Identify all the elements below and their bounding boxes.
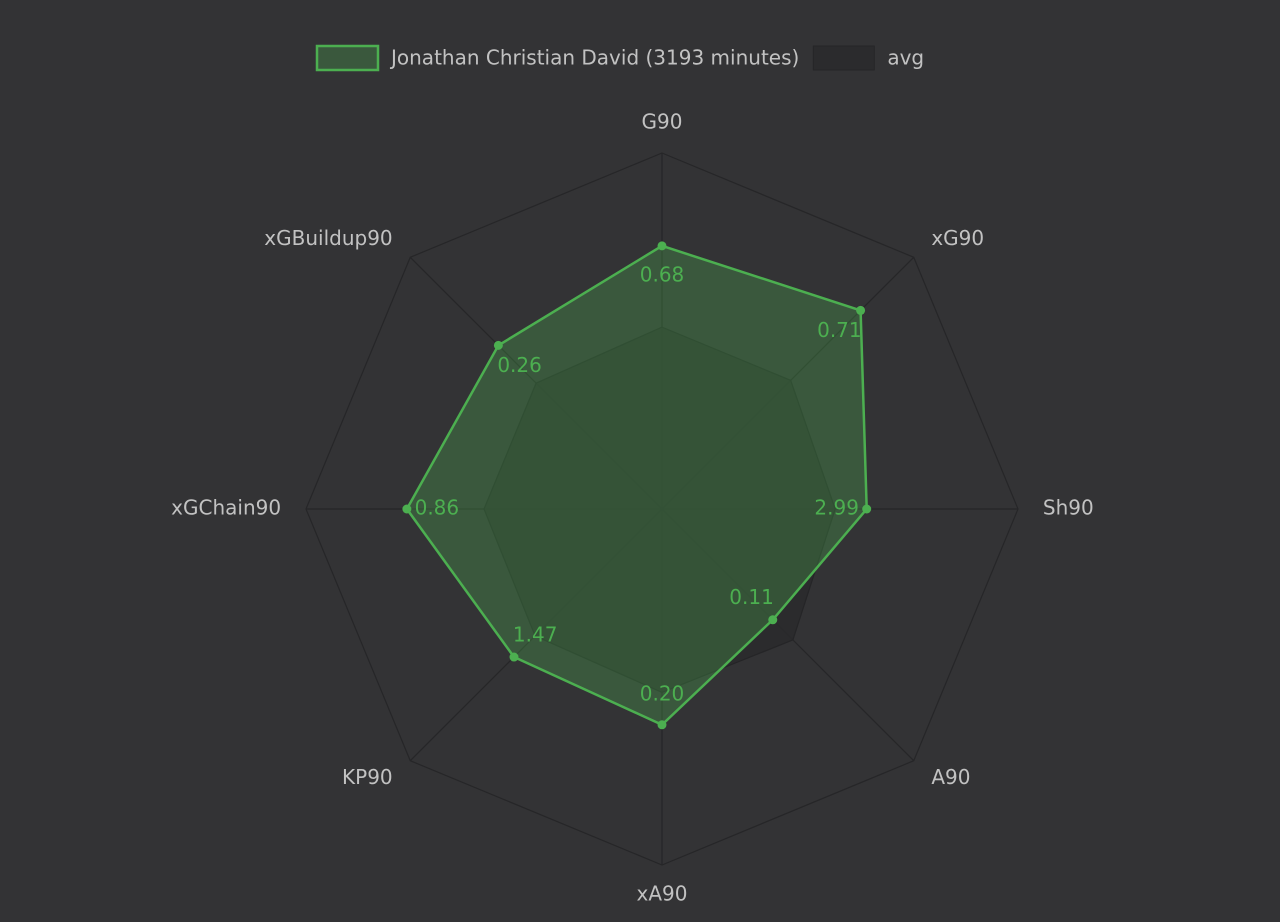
- axis-label: A90: [931, 765, 970, 789]
- legend-label: avg: [887, 46, 924, 70]
- data-label: 0.11: [729, 585, 774, 609]
- data-point: [657, 241, 667, 251]
- legend-swatch: [315, 44, 380, 72]
- data-label: 0.20: [640, 681, 685, 705]
- data-label: 2.99: [814, 496, 859, 520]
- axis-label: Sh90: [1043, 496, 1094, 520]
- data-point: [402, 504, 412, 514]
- data-label: 1.47: [513, 622, 558, 646]
- data-point: [509, 652, 519, 662]
- data-point: [768, 615, 778, 625]
- data-point: [856, 305, 866, 315]
- data-point: [657, 720, 667, 730]
- legend-label: Jonathan Christian David (3193 minutes): [389, 46, 799, 70]
- data-point: [862, 504, 872, 514]
- axis-label: xGChain90: [171, 496, 281, 520]
- series-area: [483, 326, 836, 694]
- axis-label: xA90: [637, 881, 688, 905]
- legend-swatch: [812, 45, 875, 71]
- data-label: 0.68: [640, 262, 685, 286]
- data-label: 0.86: [415, 496, 460, 520]
- data-label: 0.26: [497, 353, 542, 377]
- axis-label: xGBuildup90: [264, 226, 392, 250]
- axis-label: xG90: [931, 226, 984, 250]
- axis-label: G90: [642, 110, 683, 134]
- data-label: 0.71: [817, 318, 862, 342]
- axis-label: KP90: [342, 765, 393, 789]
- data-point: [493, 340, 503, 350]
